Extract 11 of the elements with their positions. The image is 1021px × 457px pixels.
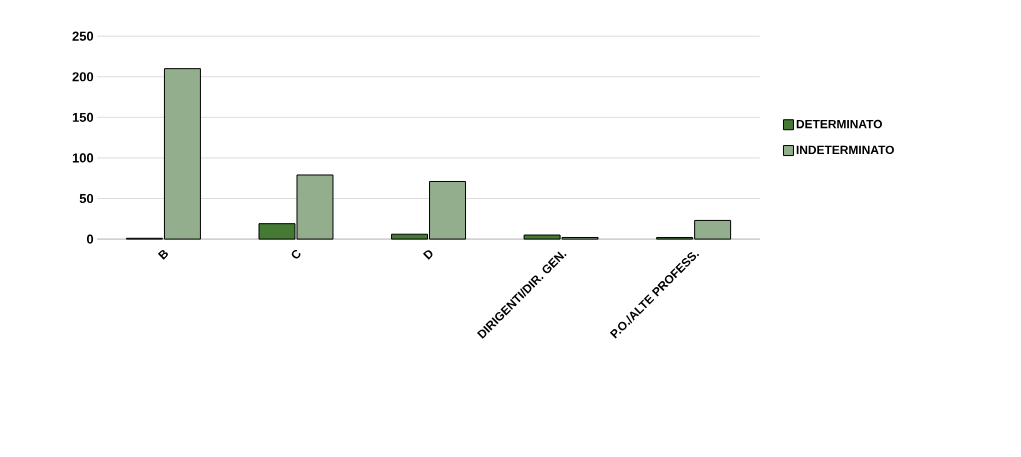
legend-label: DETERMINATO [796, 119, 882, 129]
y-tick-label: 200 [72, 72, 94, 82]
y-tick-label: 150 [72, 112, 94, 122]
legend-label: INDETERMINATO [796, 145, 894, 154]
x-tick-label: D [423, 250, 433, 260]
y-tick-label: 0 [86, 234, 94, 244]
y-tick-label: 250 [72, 31, 94, 41]
y-tick-label: 50 [79, 193, 94, 204]
x-tick-label: C [291, 249, 301, 259]
x-tick-label: B [157, 249, 168, 260]
y-tick-label: 100 [72, 153, 94, 163]
